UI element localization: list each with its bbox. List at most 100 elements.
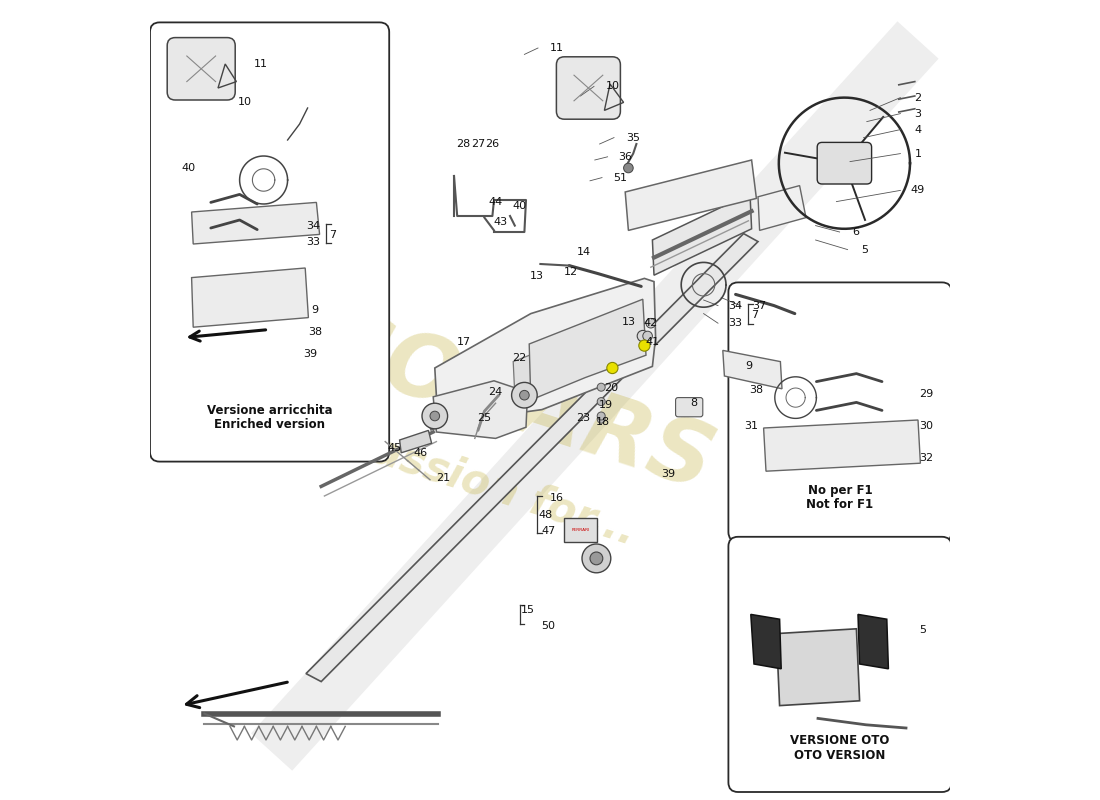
Circle shape <box>430 411 440 421</box>
Text: 29: 29 <box>918 389 933 398</box>
Text: 5: 5 <box>861 245 868 254</box>
Polygon shape <box>191 202 320 244</box>
Polygon shape <box>514 312 638 395</box>
Circle shape <box>582 544 610 573</box>
Text: FERRARI: FERRARI <box>571 528 590 531</box>
Text: 23: 23 <box>576 413 591 422</box>
Polygon shape <box>434 278 656 424</box>
Polygon shape <box>723 350 782 389</box>
FancyBboxPatch shape <box>728 282 952 542</box>
Text: 1: 1 <box>914 149 922 158</box>
Text: 7: 7 <box>751 310 758 320</box>
Text: 9: 9 <box>745 362 752 371</box>
Text: 26: 26 <box>485 139 499 149</box>
Text: 43: 43 <box>493 218 507 227</box>
Polygon shape <box>758 186 806 230</box>
Text: 50: 50 <box>541 621 556 630</box>
Text: 25: 25 <box>477 413 492 422</box>
Text: 27: 27 <box>471 139 485 149</box>
FancyBboxPatch shape <box>150 22 389 462</box>
Polygon shape <box>625 160 757 230</box>
Circle shape <box>646 318 656 328</box>
Text: 46: 46 <box>414 448 428 458</box>
Text: 9: 9 <box>311 306 318 315</box>
FancyBboxPatch shape <box>563 518 597 542</box>
FancyBboxPatch shape <box>817 142 871 184</box>
Text: 35: 35 <box>626 133 640 142</box>
Text: 3: 3 <box>914 109 922 118</box>
Text: 11: 11 <box>253 59 267 69</box>
Text: 22: 22 <box>513 354 527 363</box>
Text: 41: 41 <box>646 338 660 347</box>
Text: 33: 33 <box>306 237 320 246</box>
Text: Enriched version: Enriched version <box>214 418 326 431</box>
Circle shape <box>639 340 650 351</box>
Text: 37: 37 <box>752 301 767 310</box>
Polygon shape <box>652 194 751 275</box>
Circle shape <box>624 163 634 173</box>
Text: 48: 48 <box>538 510 552 520</box>
Circle shape <box>597 383 605 391</box>
Polygon shape <box>306 234 758 682</box>
Text: 6: 6 <box>852 227 859 237</box>
Text: 11: 11 <box>549 43 563 53</box>
Text: 38: 38 <box>749 386 763 395</box>
Text: 28: 28 <box>456 139 471 149</box>
Text: 51: 51 <box>614 173 627 182</box>
Text: Not for F1: Not for F1 <box>806 498 873 511</box>
FancyBboxPatch shape <box>557 57 620 119</box>
Text: 10: 10 <box>605 82 619 91</box>
Circle shape <box>590 552 603 565</box>
Text: 13: 13 <box>530 271 544 281</box>
Circle shape <box>597 412 605 420</box>
Text: 47: 47 <box>541 526 556 536</box>
Circle shape <box>642 331 652 341</box>
Text: 21: 21 <box>436 474 450 483</box>
Polygon shape <box>777 629 859 706</box>
Polygon shape <box>858 614 889 669</box>
Text: 20: 20 <box>604 383 618 393</box>
Text: 13: 13 <box>621 317 636 326</box>
Polygon shape <box>529 299 646 400</box>
Polygon shape <box>763 420 921 471</box>
Text: 19: 19 <box>598 400 613 410</box>
Text: 14: 14 <box>576 247 591 257</box>
Text: 36: 36 <box>618 152 632 162</box>
Circle shape <box>597 398 605 406</box>
Circle shape <box>607 362 618 374</box>
Text: 39: 39 <box>661 469 675 478</box>
Polygon shape <box>751 614 781 669</box>
Circle shape <box>422 403 448 429</box>
Polygon shape <box>191 268 308 327</box>
Text: 10: 10 <box>238 98 252 107</box>
Text: a passion for...: a passion for... <box>299 406 641 554</box>
Text: 42: 42 <box>644 318 658 328</box>
Text: 32: 32 <box>918 453 933 462</box>
Text: 40: 40 <box>182 163 196 173</box>
Circle shape <box>512 382 537 408</box>
Circle shape <box>637 330 648 342</box>
Text: 34: 34 <box>306 221 320 230</box>
Text: 8: 8 <box>691 398 697 408</box>
Text: 31: 31 <box>745 421 759 430</box>
Text: OTO VERSION: OTO VERSION <box>794 749 886 762</box>
Text: 30: 30 <box>918 421 933 430</box>
Text: 44: 44 <box>488 197 503 206</box>
Text: 33: 33 <box>728 318 743 328</box>
Text: 17: 17 <box>456 338 471 347</box>
Text: 16: 16 <box>549 493 563 502</box>
Text: 12: 12 <box>563 267 578 277</box>
Text: 7: 7 <box>329 230 336 240</box>
Text: VERSIONE OTO: VERSIONE OTO <box>790 734 890 747</box>
Text: 15: 15 <box>520 605 535 614</box>
Text: 4: 4 <box>914 125 922 134</box>
Polygon shape <box>433 381 528 438</box>
Text: 2: 2 <box>914 93 922 102</box>
FancyBboxPatch shape <box>675 398 703 417</box>
Text: 39: 39 <box>302 349 317 358</box>
Polygon shape <box>399 430 431 453</box>
Text: 34: 34 <box>728 301 743 310</box>
FancyBboxPatch shape <box>728 537 952 792</box>
Circle shape <box>519 390 529 400</box>
Text: 49: 49 <box>911 186 925 195</box>
